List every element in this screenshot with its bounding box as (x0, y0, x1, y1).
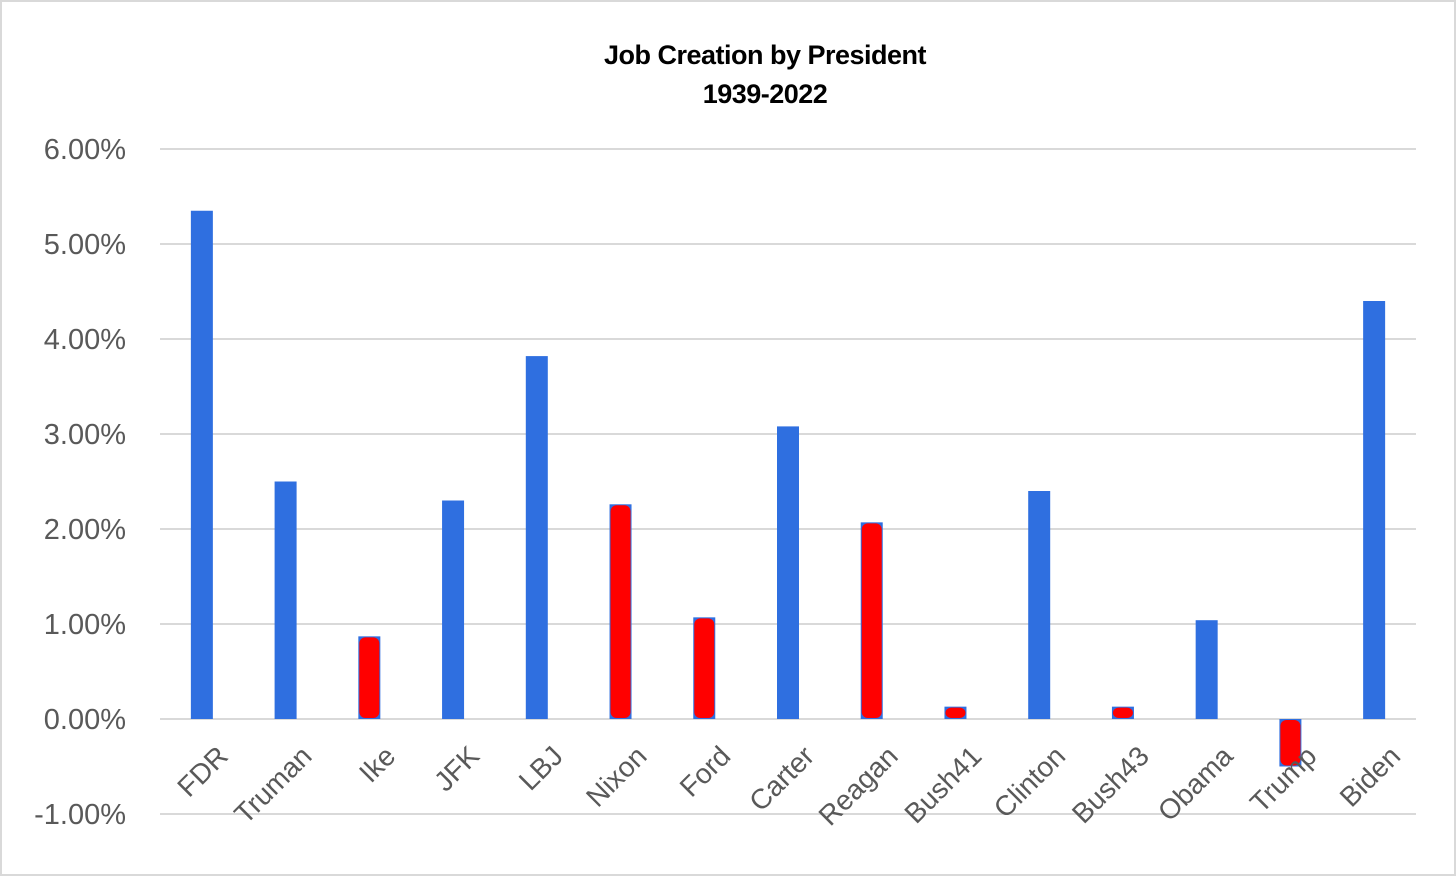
x-tick-label: JFK (428, 740, 485, 797)
bar-highlight-bush43 (1112, 707, 1133, 718)
y-tick-label: 4.00% (44, 324, 126, 356)
bar-jfk (442, 500, 465, 719)
x-tick-label: FDR (171, 740, 234, 803)
bar-obama (1195, 620, 1218, 719)
x-tick-label: Bush43 (1066, 740, 1155, 829)
bar-highlight-bush41 (945, 707, 966, 718)
y-tick-label: 3.00% (44, 419, 126, 451)
chart-subtitle: 1939-2022 (702, 79, 828, 109)
x-tick-label: Clinton (988, 740, 1072, 824)
x-tick-label: Reagan (813, 740, 904, 831)
bar-clinton (1028, 491, 1051, 719)
y-tick-label: 6.00% (44, 134, 126, 166)
bar-highlight-ike (359, 637, 380, 718)
y-tick-label: 2.00% (44, 514, 126, 546)
x-tick-label: Carter (743, 740, 820, 817)
bar-highlight-ford (694, 618, 715, 718)
y-tick-label: 0.00% (44, 704, 126, 736)
x-tick-label: Nixon (580, 740, 653, 813)
x-tick-label: Biden (1334, 740, 1407, 813)
bar-lbj (525, 356, 548, 719)
bar-highlight-reagan (861, 523, 882, 718)
bars (190, 210, 1386, 767)
bar-truman (274, 481, 297, 719)
x-tick-label: Ford (674, 740, 737, 803)
bar-highlight-trump (1280, 720, 1301, 766)
bar-biden (1363, 301, 1386, 719)
x-tick-label: Bush41 (898, 740, 987, 829)
y-tick-label: 5.00% (44, 229, 126, 261)
y-axis-ticks: 6.00% 5.00% 4.00% 3.00% 2.00% 1.00% 0.00% -1.00… (34, 134, 126, 831)
y-tick-label: 1.00% (44, 609, 126, 641)
bar-carter (777, 426, 799, 719)
y-tick-label: -1.00% (34, 799, 126, 831)
x-tick-label: Ike (353, 740, 401, 788)
bar-highlight-nixon (610, 505, 631, 718)
x-tick-label: LBJ (513, 740, 569, 796)
chart-title: Job Creation by President (603, 40, 927, 70)
bar-fdr (190, 210, 213, 719)
x-tick-label: Truman (228, 740, 317, 829)
